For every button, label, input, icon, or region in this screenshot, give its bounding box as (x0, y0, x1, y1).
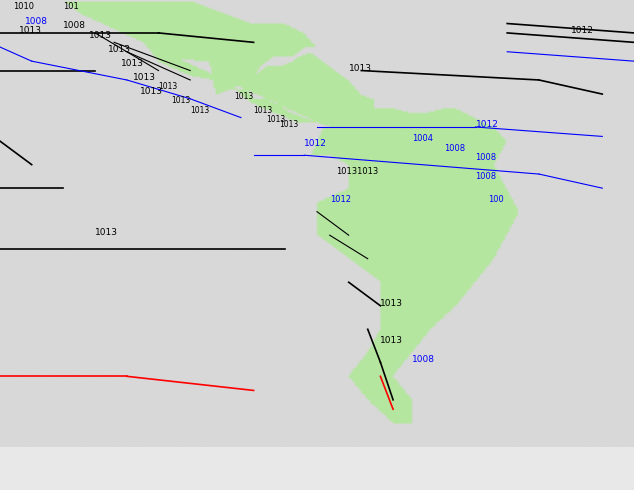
Text: 1004: 1004 (412, 134, 433, 143)
Text: 1008: 1008 (412, 355, 435, 364)
Text: 1012: 1012 (476, 120, 498, 129)
Text: 1012: 1012 (304, 139, 327, 148)
Text: 1012: 1012 (330, 196, 351, 204)
Text: 1013: 1013 (120, 59, 143, 68)
Text: 1013: 1013 (158, 82, 178, 91)
Text: 1013: 1013 (19, 26, 42, 35)
Text: 1013: 1013 (108, 45, 131, 54)
Text: 1013: 1013 (380, 337, 403, 345)
Text: 1013: 1013 (235, 92, 254, 101)
Text: 1010: 1010 (13, 2, 34, 11)
Text: 101: 101 (63, 2, 79, 11)
Text: 1012: 1012 (571, 26, 593, 35)
Text: 1008: 1008 (476, 172, 496, 181)
Text: 1013: 1013 (133, 73, 156, 82)
Text: 1008: 1008 (63, 21, 86, 30)
Text: ©weatheronline.co.uk: ©weatheronline.co.uk (493, 479, 628, 489)
Text: 10131013: 10131013 (336, 167, 378, 176)
Text: 1013: 1013 (95, 228, 118, 237)
Text: 1013: 1013 (349, 64, 372, 73)
Text: Sa 28-09-2024 18:00 UTC (18+144): Sa 28-09-2024 18:00 UTC (18+144) (387, 456, 628, 468)
Text: 1013: 1013 (89, 31, 112, 40)
Text: 1008: 1008 (25, 17, 48, 25)
Text: Surface pressure [hPa] ECMWF: Surface pressure [hPa] ECMWF (6, 456, 216, 468)
Text: 1013: 1013 (254, 106, 273, 115)
Text: 1013: 1013 (279, 120, 298, 129)
Text: 100: 100 (488, 196, 504, 204)
Text: 1013: 1013 (190, 106, 209, 115)
Text: 1013: 1013 (139, 87, 162, 96)
Text: 1008: 1008 (476, 153, 496, 162)
Text: 1013: 1013 (266, 115, 285, 124)
Text: 1013: 1013 (380, 299, 403, 308)
Text: 1013: 1013 (171, 97, 190, 105)
Text: 1008: 1008 (444, 144, 465, 152)
